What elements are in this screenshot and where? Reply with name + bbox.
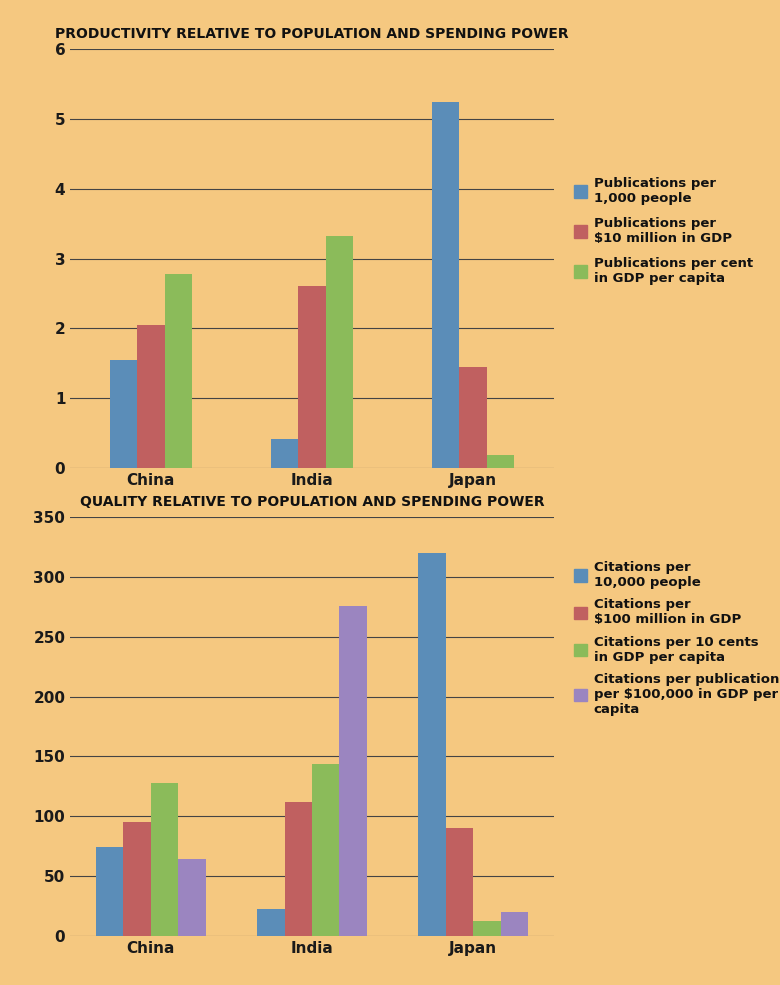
Bar [446, 828, 473, 936]
Bar [151, 783, 178, 936]
Bar [487, 455, 514, 468]
Bar [418, 553, 446, 936]
Bar [178, 859, 206, 936]
Bar [473, 921, 501, 936]
Bar [326, 236, 353, 468]
Bar [298, 287, 326, 468]
Bar [110, 360, 137, 468]
Bar [271, 438, 298, 468]
Bar [432, 101, 459, 468]
Title: QUALITY RELATIVE TO POPULATION AND SPENDING POWER: QUALITY RELATIVE TO POPULATION AND SPEND… [80, 495, 544, 509]
Bar [339, 606, 367, 936]
Bar [501, 912, 528, 936]
Bar [165, 274, 192, 468]
Bar [137, 325, 165, 468]
Bar [257, 909, 285, 936]
Legend: Publications per
1,000 people, Publications per
$10 million in GDP, Publications: Publications per 1,000 people, Publicati… [570, 173, 757, 289]
Bar [285, 802, 312, 936]
Bar [96, 847, 123, 936]
Bar [459, 366, 487, 468]
Title: PRODUCTIVITY RELATIVE TO POPULATION AND SPENDING POWER: PRODUCTIVITY RELATIVE TO POPULATION AND … [55, 28, 569, 41]
Legend: Citations per
10,000 people, Citations per
$100 million in GDP, Citations per 10: Citations per 10,000 people, Citations p… [570, 558, 780, 720]
Bar [123, 822, 151, 936]
Bar [312, 763, 339, 936]
